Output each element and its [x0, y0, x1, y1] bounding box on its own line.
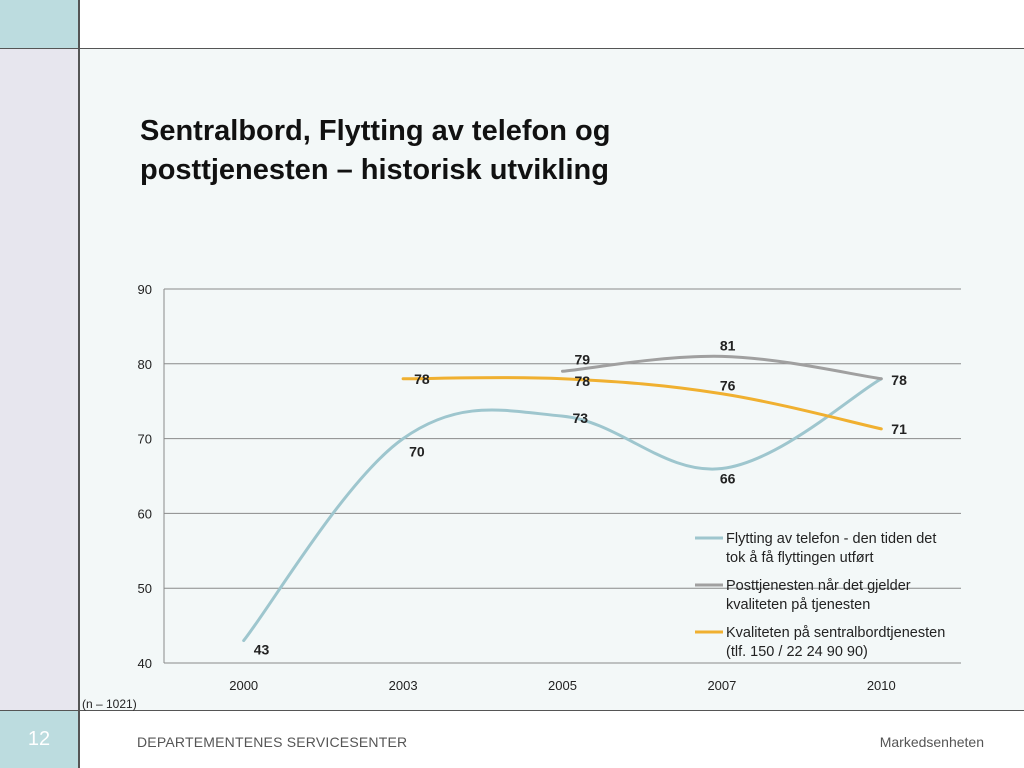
slide-title: Sentralbord, Flytting av telefon og post… — [140, 115, 611, 186]
footer-accent-block — [0, 711, 78, 768]
y-tick-label: 50 — [138, 581, 152, 596]
left-side-panel — [0, 49, 78, 710]
legend-line: Flytting av telefon - den tiden det — [726, 531, 936, 547]
data-label: 76 — [720, 378, 736, 394]
footer-unit: Markedsenheten — [879, 734, 984, 750]
left-divider — [78, 0, 80, 768]
y-tick-label: 80 — [138, 357, 152, 372]
legend-entry-3: Kvaliteten på sentralbordtjenesten (tlf. … — [726, 625, 945, 660]
line-chart: 40 50 60 70 80 90 2000 2003 2005 2007 2010 43 70 73 66… — [138, 282, 961, 693]
y-tick-label: 40 — [138, 656, 152, 671]
x-tick-label: 2007 — [707, 678, 736, 693]
header-divider — [0, 48, 1024, 49]
series-line-2 — [561, 354, 883, 381]
y-tick-label: 60 — [138, 506, 152, 521]
data-label: 70 — [409, 444, 425, 460]
header-bar — [0, 0, 1024, 48]
data-label: 79 — [575, 351, 591, 367]
data-label: 78 — [414, 371, 430, 387]
legend-entry-1: Flytting av telefon - den tiden det tok å… — [726, 531, 936, 566]
y-tick-label: 90 — [138, 282, 152, 297]
footer-bar — [0, 711, 1024, 768]
x-tick-label: 2003 — [389, 678, 418, 693]
data-label: 71 — [891, 421, 907, 437]
legend-line: (tlf. 150 / 22 24 90 90) — [726, 644, 868, 660]
legend-line: tok å få flyttingen utført — [726, 550, 874, 566]
legend-line: Posttjenesten når det gjelder — [726, 578, 911, 594]
data-label: 73 — [573, 410, 589, 426]
footer-organization: DEPARTEMENTENES SERVICESENTER — [137, 734, 408, 750]
series-line-3 — [401, 376, 883, 431]
data-label: 66 — [720, 471, 736, 487]
data-label: 78 — [891, 372, 907, 388]
header-accent-block — [0, 0, 78, 48]
x-tick-label: 2010 — [867, 678, 896, 693]
legend-entry-2: Posttjenesten når det gjelder kvaliteten … — [726, 578, 911, 613]
legend-line: kvaliteten på tjenesten — [726, 597, 870, 613]
x-tick-label: 2005 — [548, 678, 577, 693]
data-label: 81 — [720, 337, 736, 353]
sample-size-note: (n – 1021) — [82, 697, 137, 711]
x-tick-label: 2000 — [229, 678, 258, 693]
data-label: 43 — [254, 642, 270, 658]
slide-number: 12 — [27, 728, 51, 750]
legend-line: Kvaliteten på sentralbordtjenesten — [726, 625, 945, 641]
y-tick-label: 70 — [138, 432, 152, 447]
series-line-1 — [242, 377, 883, 643]
footer-divider — [0, 710, 1024, 711]
data-label: 78 — [575, 373, 591, 389]
